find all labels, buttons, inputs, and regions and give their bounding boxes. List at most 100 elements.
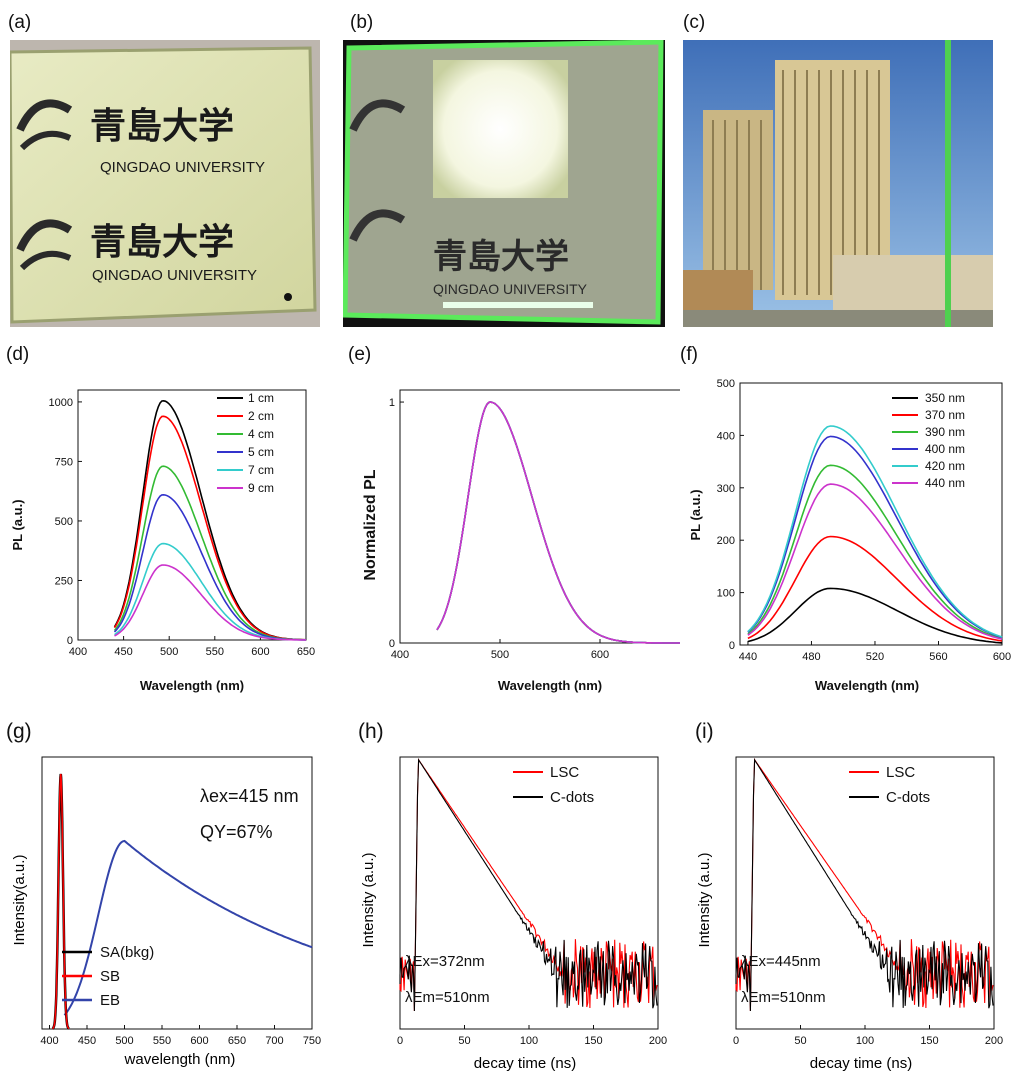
panel-label-d: (d) <box>6 344 30 365</box>
xtick-label-h-3: 150 <box>584 1035 602 1047</box>
xtick-label-g-4: 600 <box>190 1035 208 1047</box>
ytick-label-d-0: 0 <box>67 635 73 647</box>
xlabel-d: Wavelength (nm) <box>140 678 244 693</box>
xtick-label-d-2: 500 <box>160 646 178 658</box>
xtick-label-i-3: 150 <box>920 1035 938 1047</box>
series-line-e-0 <box>436 401 680 644</box>
xtick-label-h-1: 50 <box>458 1035 470 1047</box>
chart-d: 400 450 500 550 600 650 0 250 500 750 1000 1 cm 2 … <box>10 389 315 693</box>
legend-d-4: 7 cm <box>248 463 274 477</box>
ytick-label-d-2: 500 <box>55 516 73 528</box>
series-line-d-3 <box>113 493 307 641</box>
chart-h: 0 50 100 150 200 LSC C-dots λEx=372nm λEm=51… <box>360 756 667 1072</box>
xlabel-g: wavelength (nm) <box>124 1051 236 1068</box>
ylabel-f: PL (a.u.) <box>688 489 703 540</box>
xtick-label-f-2: 520 <box>866 651 884 663</box>
series-line-e-4 <box>436 401 680 644</box>
ytick-label-d-4: 1000 <box>49 397 73 409</box>
chart-e: 40050060070001 Wavelength (nm) Normalize… <box>362 389 680 693</box>
panel-label-b: (b) <box>350 12 374 33</box>
xtick-label-g-1: 450 <box>78 1035 96 1047</box>
xtick-label-d-3: 550 <box>206 646 224 658</box>
legend-d-1: 2 cm <box>248 409 274 423</box>
legend-g-2: EB <box>100 992 120 1009</box>
logo-text-top: 青島大学 <box>90 105 234 146</box>
legend-g-1: SB <box>100 968 120 985</box>
legend-f-1: 370 nm <box>925 408 965 422</box>
xlabel-f: Wavelength (nm) <box>815 678 919 693</box>
xtick-label-i-2: 100 <box>856 1035 874 1047</box>
series-line-e-2 <box>436 401 680 644</box>
caption-bottom: QINGDAO UNIVERSITY <box>92 267 257 284</box>
ytick-label-f-4: 400 <box>717 430 735 442</box>
photo-lsc-window-view <box>683 40 993 327</box>
xtick-label-g-6: 700 <box>265 1035 283 1047</box>
xtick-label-i-0: 0 <box>733 1035 739 1047</box>
xtick-label-e-2: 600 <box>591 649 609 661</box>
university-logo-top <box>16 99 73 151</box>
xtick-label-g-0: 400 <box>40 1035 58 1047</box>
legend-f-4: 420 nm <box>925 459 965 473</box>
xtick-label-e-1: 500 <box>491 649 509 661</box>
xtick-label-g-5: 650 <box>228 1035 246 1047</box>
xtick-label-g-2: 500 <box>115 1035 133 1047</box>
series-line-h-Cdots <box>399 757 658 1012</box>
series-line-i-LSC <box>735 757 994 1012</box>
xtick-label-h-2: 100 <box>520 1035 538 1047</box>
xtick-label-g-3: 550 <box>153 1035 171 1047</box>
plot-frame-f <box>739 382 1003 646</box>
xtick-label-d-0: 400 <box>69 646 87 658</box>
series-line-f-0 <box>747 587 1003 644</box>
xtick-label-e-0: 400 <box>391 649 409 661</box>
ylabel-g: Intensity(a.u.) <box>11 855 28 946</box>
photo-lsc-daylight: 青島大学 QINGDAO UNIVERSITY 青島大学 QINGDAO UNI… <box>10 40 320 327</box>
series-line-e-3 <box>436 401 680 644</box>
annotation-i-ex: λEx=445nm <box>741 953 821 970</box>
ylabel-h: Intensity (a.u.) <box>360 852 377 947</box>
series-line-e-5 <box>436 401 680 644</box>
xtick-label-i-4: 200 <box>985 1035 1003 1047</box>
caption-top: QINGDAO UNIVERSITY <box>100 159 265 176</box>
annotation-h-ex: λEx=372nm <box>405 953 485 970</box>
ylabel-i: Intensity (a.u.) <box>696 852 713 947</box>
series-line-g-SA <box>51 773 70 1030</box>
ytick-label-e-0: 0 <box>389 638 395 650</box>
xtick-label-h-4: 200 <box>649 1035 667 1047</box>
xlabel-i: decay time (ns) <box>810 1055 913 1072</box>
panel-label-e: (e) <box>348 344 372 365</box>
legend-f-3: 400 nm <box>925 442 965 456</box>
legend-g-0: SA(bkg) <box>100 944 154 961</box>
series-line-g-EB <box>63 839 313 1016</box>
ytick-label-f-3: 300 <box>717 483 735 495</box>
xtick-label-d-4: 600 <box>251 646 269 658</box>
annotation-i-em: λEm=510nm <box>741 989 826 1006</box>
xtick-label-f-3: 560 <box>929 651 947 663</box>
series-line-f-3 <box>747 435 1003 639</box>
panel-label-c: (c) <box>683 12 706 33</box>
plot-frame-g <box>41 756 313 1030</box>
xtick-label-g-7: 750 <box>303 1035 321 1047</box>
xtick-label-d-5: 650 <box>297 646 315 658</box>
annotation-g-excitation: λex=415 nm <box>200 786 299 806</box>
xtick-label-i-1: 50 <box>794 1035 806 1047</box>
ylabel-d: PL (a.u.) <box>10 499 25 550</box>
xtick-label-h-0: 0 <box>397 1035 403 1047</box>
panel-label-f: (f) <box>680 344 698 365</box>
series-line-f-4 <box>747 425 1003 638</box>
series-line-h-LSC <box>399 758 658 1012</box>
annotation-h-em: λEm=510nm <box>405 989 490 1006</box>
caption-b: QINGDAO UNIVERSITY <box>433 281 588 297</box>
university-logo-bottom <box>16 219 73 271</box>
legend-f-0: 350 nm <box>925 391 965 405</box>
legend-f-5: 440 nm <box>925 476 965 490</box>
ytick-label-f-1: 100 <box>717 588 735 600</box>
xtick-label-f-0: 440 <box>739 651 757 663</box>
panel-label-i: (i) <box>695 720 714 743</box>
legend-i-1: C-dots <box>886 789 930 806</box>
legend-d-3: 5 cm <box>248 445 274 459</box>
series-line-f-5 <box>747 483 1003 640</box>
series-line-i-Cdots <box>735 757 994 1012</box>
ytick-label-f-0: 0 <box>729 640 735 652</box>
legend-h-0: LSC <box>550 764 579 781</box>
ytick-label-f-5: 500 <box>717 378 735 390</box>
